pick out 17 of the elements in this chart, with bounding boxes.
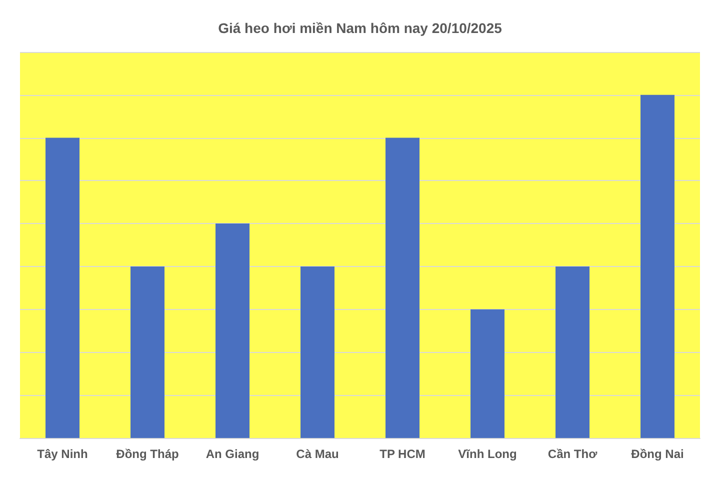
x-tick-label: Đồng Tháp [116,447,179,461]
x-tick-label: Đồng Nai [631,447,684,461]
x-tick-label: Cà Mau [296,447,339,461]
x-tick-label: TP HCM [380,447,426,461]
x-tick-label: An Giang [206,447,260,461]
x-tick-label: Cần Thơ [548,447,598,461]
x-tick-label: Vĩnh Long [458,447,517,461]
bar [300,266,334,438]
bar [556,266,590,438]
bar [216,224,250,438]
bar [470,309,504,438]
chart-title: Giá heo hơi miền Nam hôm nay 20/10/2025 [218,20,502,36]
bar [130,266,164,438]
bar [640,94,674,438]
x-tick-label: Tây Ninh [37,447,88,461]
bar [46,138,80,438]
bar [386,138,420,438]
